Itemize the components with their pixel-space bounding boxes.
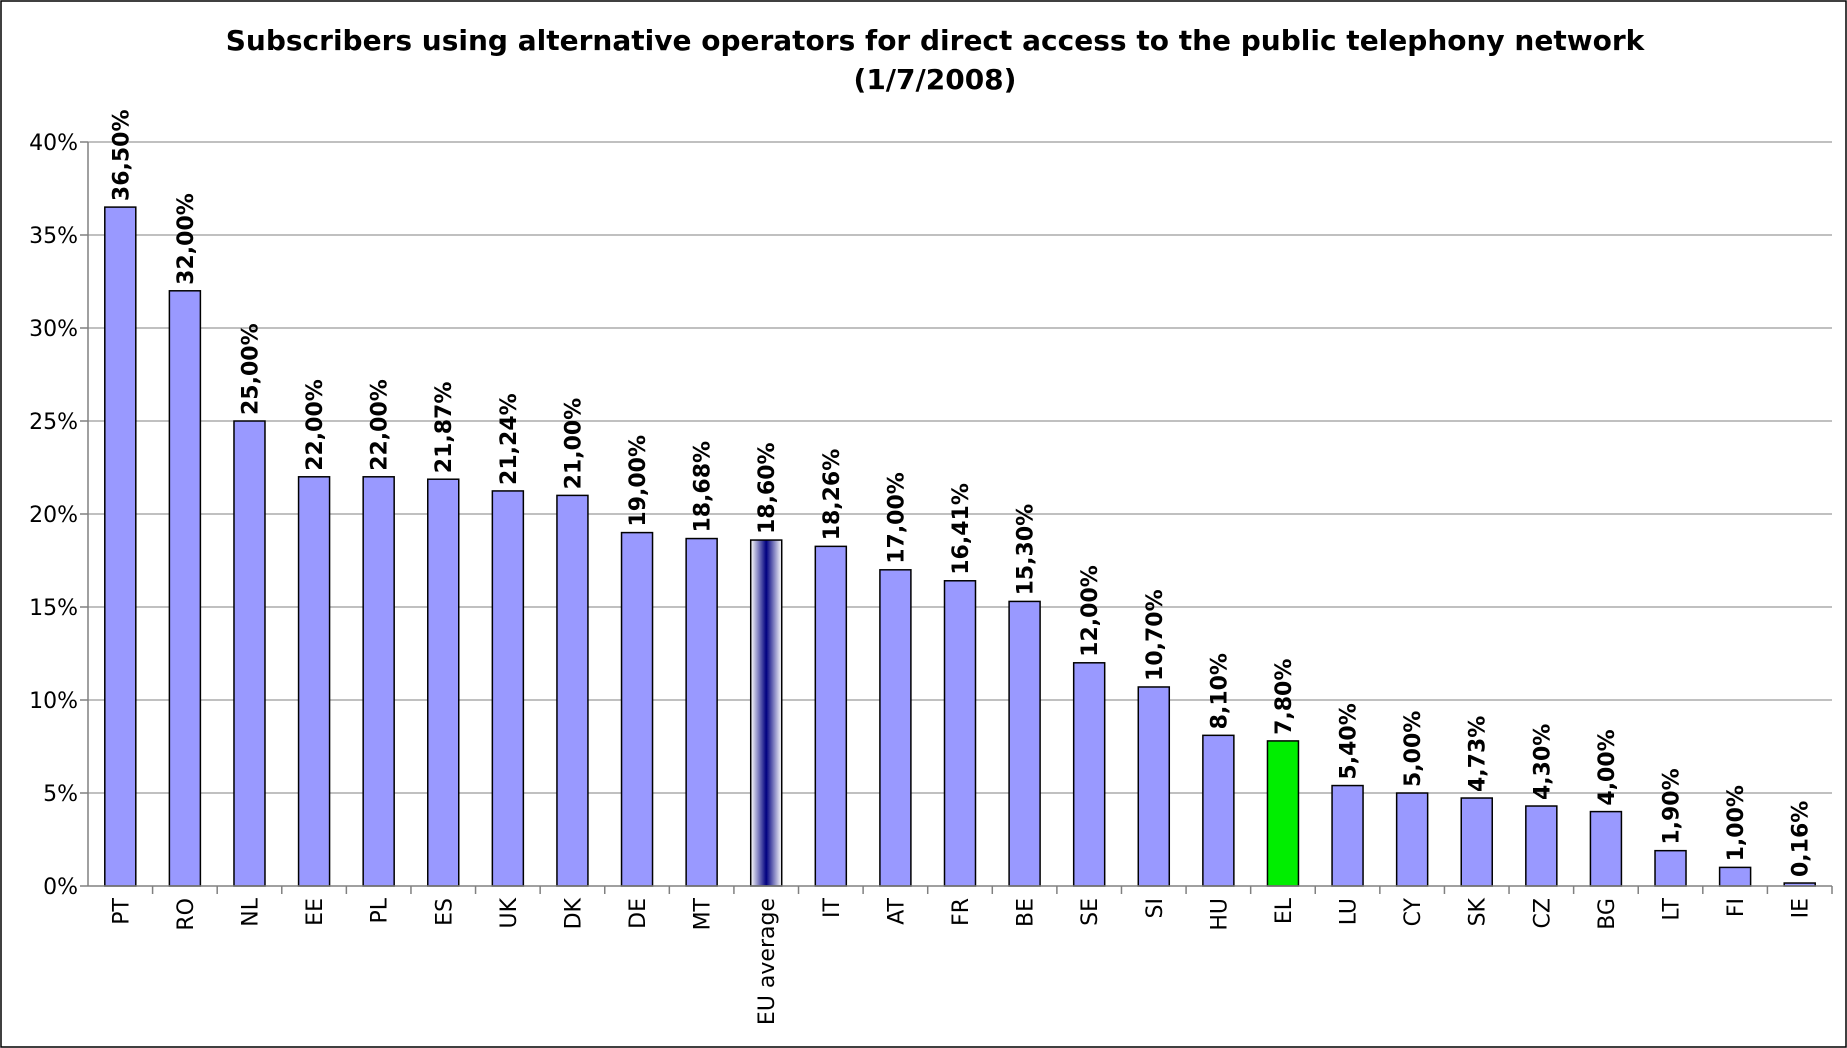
bar-el [1266, 740, 1300, 887]
data-label: 16,41% [949, 483, 974, 575]
chart-title: Subscribers using alternative operators … [226, 24, 1646, 57]
bar-eu-average [749, 539, 783, 887]
data-label: 4,30% [1530, 724, 1555, 800]
y-tick-label: 5% [43, 782, 78, 807]
bar-lt [1654, 849, 1687, 887]
data-label: 7,80% [1272, 659, 1297, 735]
y-tick-label: 20% [29, 503, 78, 528]
bar-cy [1395, 792, 1429, 887]
data-label: 17,00% [884, 472, 909, 564]
data-label: 0,16% [1789, 801, 1814, 877]
chart-subtitle: (1/7/2008) [854, 63, 1017, 96]
data-label: 21,00% [561, 398, 586, 490]
x-category-label: IE [1789, 898, 1814, 918]
data-label: 21,24% [497, 393, 522, 485]
y-tick-label: 35% [29, 224, 78, 249]
bar-sk [1460, 797, 1493, 887]
x-category-label: PL [368, 897, 393, 923]
bar-pt [104, 206, 137, 887]
x-category-label: DK [561, 897, 586, 929]
bar-pl [362, 476, 395, 887]
data-label: 22,00% [368, 379, 393, 471]
bar-lu [1331, 784, 1364, 887]
data-label: 10,70% [1143, 589, 1168, 681]
bar-nl [233, 420, 266, 887]
data-label: 36,50% [109, 109, 134, 201]
data-label: 18,68% [691, 441, 716, 533]
data-label: 5,00% [1401, 711, 1426, 787]
bar-ro [168, 290, 202, 887]
data-label: 22,00% [303, 379, 328, 471]
x-category-label: FI [1724, 898, 1749, 917]
x-category-label: AT [884, 897, 909, 924]
x-category-label: CZ [1530, 898, 1555, 928]
bar-ee [297, 476, 331, 887]
category-labels: PT RO NL EE PL ES UK DK DE MT EU average IT AT FR BE SE… [109, 897, 1813, 1025]
x-category-label: EU average [755, 898, 780, 1025]
x-category-label: RO [174, 898, 199, 931]
bar-cz [1525, 805, 1558, 887]
bar-at [879, 569, 912, 887]
data-label: 1,90% [1660, 768, 1685, 844]
y-tick-label: 30% [29, 317, 78, 342]
x-category-label: NL [238, 897, 263, 926]
data-label: 19,00% [626, 435, 651, 527]
x-category-label: LU [1337, 898, 1362, 925]
data-label: 12,00% [1078, 565, 1103, 657]
x-category-label: DE [626, 898, 651, 929]
bar-fr [943, 580, 977, 887]
y-tick-label: 15% [29, 596, 78, 621]
bar-fi [1718, 866, 1752, 887]
bars [104, 206, 1816, 887]
y-tick-label: 25% [29, 410, 78, 435]
y-tick-label: 40% [29, 131, 78, 156]
bar-es [427, 478, 460, 887]
data-label: 15,30% [1014, 504, 1039, 596]
y-axis-ticks: 0% 5% 10% 15% 20% 25% 30% 35% 40% [29, 131, 88, 900]
y-tick-label: 10% [29, 689, 78, 714]
x-category-label: PT [109, 897, 134, 924]
bar-dk [556, 494, 589, 887]
bar-se [1072, 662, 1106, 887]
data-label: 32,00% [174, 193, 199, 285]
data-label: 8,10% [1207, 653, 1232, 729]
x-category-label: SI [1143, 898, 1168, 918]
bar-uk [491, 490, 525, 887]
x-category-label: SE [1078, 898, 1103, 926]
bar-bg [1589, 810, 1623, 887]
x-category-label: FR [949, 898, 974, 926]
y-tick-label: 0% [43, 875, 78, 900]
x-category-label: SK [1466, 897, 1491, 926]
x-category-label: MT [691, 897, 716, 930]
x-category-label: HU [1207, 898, 1232, 931]
data-label: 25,00% [238, 323, 263, 415]
data-label: 4,73% [1466, 716, 1491, 792]
x-category-label: UK [497, 897, 522, 928]
bar-hu [1202, 734, 1235, 887]
data-label: 18,26% [820, 449, 845, 541]
bar-be [1008, 600, 1041, 887]
data-label: 21,87% [432, 382, 457, 474]
data-label: 18,60% [755, 442, 780, 534]
axes [87, 142, 1833, 894]
x-category-label: LT [1660, 897, 1685, 920]
x-category-label: EE [303, 898, 328, 926]
bar-mt [685, 537, 718, 887]
x-category-label: CY [1401, 897, 1426, 926]
data-label: 1,00% [1724, 785, 1749, 861]
bar-si [1137, 686, 1171, 887]
x-category-label: ES [432, 898, 457, 926]
bar-de [620, 531, 654, 887]
data-labels: 36,50% 32,00% 25,00% 22,00% 22,00% 21,87% 21,2… [109, 109, 1813, 877]
bar-it [814, 545, 848, 887]
x-category-label: EL [1272, 897, 1297, 924]
data-label: 5,40% [1337, 703, 1362, 779]
x-category-label: BG [1595, 898, 1620, 930]
x-category-label: BE [1014, 898, 1039, 927]
data-label: 4,00% [1595, 729, 1620, 805]
x-category-label: IT [820, 897, 845, 917]
